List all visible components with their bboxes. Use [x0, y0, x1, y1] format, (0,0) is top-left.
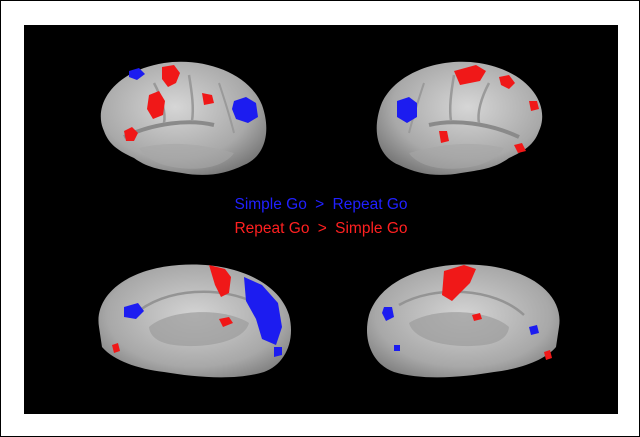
legend-1-sep: > [315, 196, 325, 213]
brain-left-medial [98, 264, 292, 378]
cortex-surface [376, 61, 543, 175]
cluster-repeat-go [472, 313, 482, 321]
cluster-repeat-go [219, 317, 233, 327]
legend-1-right: Repeat Go [332, 196, 408, 213]
cluster-repeat-go [499, 75, 515, 89]
cluster-simple-go [129, 68, 145, 80]
cluster-simple-go [232, 97, 258, 123]
sulcus [187, 74, 195, 122]
cluster-repeat-go [162, 65, 180, 87]
legend-2-right: Simple Go [335, 220, 408, 237]
corpus-callosum [409, 312, 509, 347]
cluster-repeat-go [439, 131, 449, 143]
cluster-simple-go [382, 307, 394, 321]
cluster-simple-go [397, 97, 417, 123]
cluster-simple-go [529, 325, 539, 335]
brain-figure-panel: Simple Go > Repeat Go Repeat Go > Simple… [24, 25, 618, 414]
cluster-repeat-go [124, 127, 138, 141]
cluster-repeat-go [529, 101, 539, 111]
cortex-surface [100, 61, 267, 175]
legend-2-sep: > [317, 220, 327, 237]
cluster-repeat-go [147, 91, 165, 119]
cluster-repeat-go [514, 143, 526, 153]
cluster-repeat-go [454, 65, 486, 85]
cluster-repeat-go [112, 343, 120, 353]
cluster-repeat-go [209, 265, 231, 297]
cluster-repeat-go [202, 93, 214, 105]
brain-right-lateral [376, 61, 543, 175]
cluster-simple-go [244, 277, 282, 345]
legend-repeat-go-gt-simple-go: Repeat Go > Simple Go [24, 219, 618, 239]
legend-1-left: Simple Go [234, 196, 307, 213]
temporal-lobe [409, 143, 504, 169]
brain-right-medial [366, 264, 560, 378]
sulcus [218, 82, 235, 134]
cluster-repeat-go [544, 350, 552, 360]
cluster-simple-go [124, 303, 144, 319]
cluster-simple-go [394, 345, 400, 351]
legend-2-left: Repeat Go [234, 220, 310, 237]
cingulate-sulcus [398, 290, 525, 316]
sulcus [448, 74, 456, 122]
sylvian-fissure [428, 120, 520, 139]
brain-left-lateral [100, 61, 267, 175]
sulcus [477, 82, 491, 124]
cluster-repeat-go [442, 265, 476, 301]
legend-simple-go-gt-repeat-go: Simple Go > Repeat Go [24, 195, 618, 215]
cluster-simple-go [274, 347, 282, 357]
temporal-lobe [139, 143, 234, 169]
